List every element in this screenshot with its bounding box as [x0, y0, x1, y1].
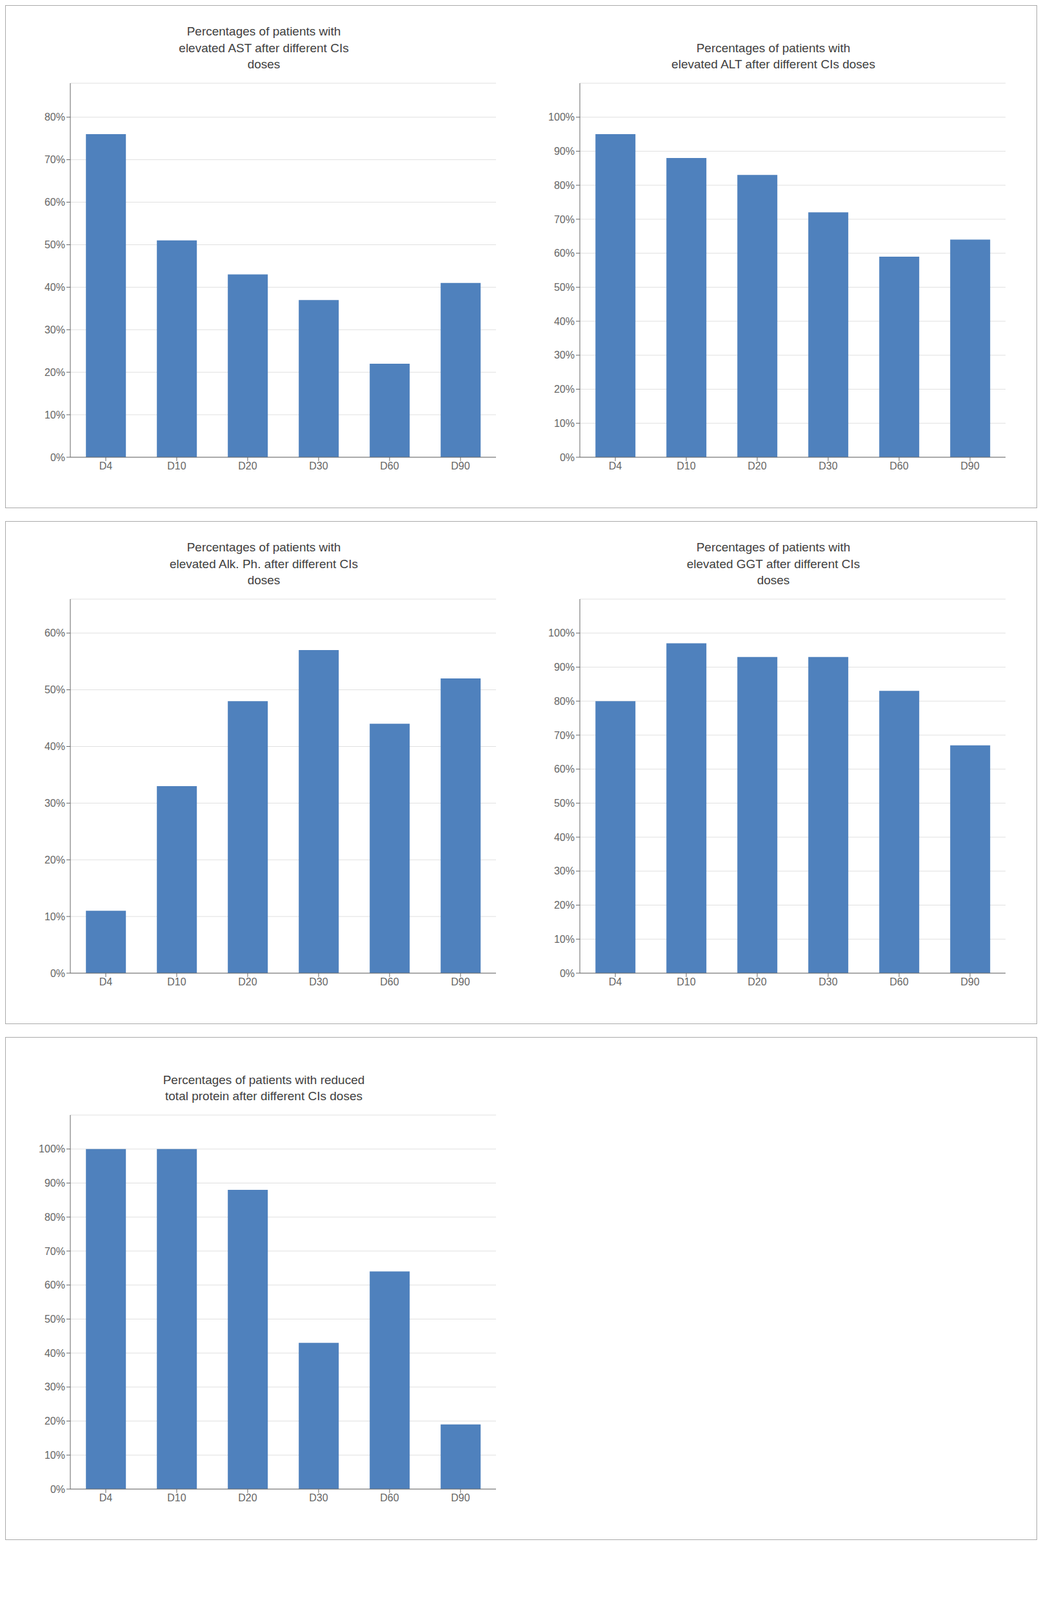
svg-text:30%: 30% [44, 324, 66, 336]
svg-text:90%: 90% [554, 145, 575, 157]
svg-text:0%: 0% [50, 1484, 66, 1496]
svg-text:70%: 70% [554, 730, 575, 742]
svg-text:D4: D4 [99, 976, 113, 988]
svg-text:D4: D4 [608, 976, 623, 988]
svg-text:D4: D4 [608, 460, 623, 472]
svg-text:D10: D10 [167, 460, 186, 472]
svg-text:60%: 60% [44, 627, 66, 639]
svg-text:90%: 90% [554, 661, 575, 673]
svg-text:D10: D10 [167, 976, 186, 988]
svg-text:0%: 0% [559, 968, 575, 980]
svg-text:90%: 90% [44, 1177, 66, 1189]
svg-text:D60: D60 [889, 976, 909, 988]
svg-text:60%: 60% [554, 763, 575, 775]
svg-text:30%: 30% [44, 797, 66, 809]
svg-text:30%: 30% [554, 865, 575, 877]
svg-text:10%: 10% [554, 933, 575, 945]
svg-text:70%: 70% [554, 214, 575, 226]
svg-text:20%: 20% [554, 383, 575, 395]
svg-text:80%: 80% [44, 111, 66, 123]
svg-text:D30: D30 [308, 460, 328, 472]
svg-text:D30: D30 [818, 976, 838, 988]
html-text:Percentages of patients with e: Percentages of patients with elevated GG… [686, 540, 860, 588]
svg-text:D60: D60 [379, 1492, 399, 1504]
svg-text:D20: D20 [237, 460, 257, 472]
svg-text:30%: 30% [44, 1381, 66, 1393]
html-text:Percentages of patients with r: Percentages of patients with reduced tot… [162, 1073, 365, 1104]
html-text:Percentages of patients with e: Percentages of patients with elevated AL… [671, 41, 876, 72]
svg-text:10%: 10% [44, 409, 66, 421]
svg-text:100%: 100% [38, 1143, 66, 1155]
svg-text:80%: 80% [554, 695, 575, 707]
html-text:Percentages of patients with e: Percentages of patients with elevated AS… [178, 24, 349, 72]
svg-text:D4: D4 [99, 460, 113, 472]
svg-text:70%: 70% [44, 1246, 66, 1258]
svg-text:20%: 20% [44, 366, 66, 378]
svg-text:D90: D90 [960, 460, 980, 472]
svg-text:D60: D60 [379, 460, 399, 472]
svg-text:D20: D20 [747, 460, 767, 472]
svg-text:80%: 80% [44, 1211, 66, 1223]
svg-text:100%: 100% [548, 627, 575, 639]
svg-text:0%: 0% [50, 968, 66, 980]
svg-text:D10: D10 [167, 1492, 186, 1504]
svg-text:60%: 60% [44, 1279, 66, 1291]
svg-text:50%: 50% [44, 684, 66, 696]
svg-text:10%: 10% [554, 417, 575, 429]
svg-text:D60: D60 [889, 460, 909, 472]
svg-text:50%: 50% [554, 281, 575, 293]
svg-text:70%: 70% [44, 154, 66, 166]
svg-text:D30: D30 [308, 976, 328, 988]
svg-text:D20: D20 [747, 976, 767, 988]
svg-text:0%: 0% [559, 452, 575, 464]
html-text:Percentages of patients with e: Percentages of patients with elevated Al… [169, 540, 359, 588]
svg-text:100%: 100% [548, 111, 575, 123]
svg-text:D90: D90 [450, 976, 470, 988]
svg-text:20%: 20% [44, 1415, 66, 1427]
svg-text:D10: D10 [676, 976, 696, 988]
svg-text:30%: 30% [554, 349, 575, 361]
svg-text:80%: 80% [554, 179, 575, 191]
svg-text:10%: 10% [44, 1449, 66, 1461]
svg-text:20%: 20% [554, 899, 575, 911]
svg-text:10%: 10% [44, 911, 66, 923]
svg-text:40%: 40% [44, 741, 66, 753]
svg-text:60%: 60% [44, 196, 66, 208]
svg-text:40%: 40% [44, 1348, 66, 1359]
svg-text:60%: 60% [554, 247, 575, 259]
svg-text:D30: D30 [818, 460, 838, 472]
svg-text:40%: 40% [554, 832, 575, 843]
svg-text:20%: 20% [44, 854, 66, 866]
svg-text:D90: D90 [450, 1492, 470, 1504]
svg-text:D60: D60 [379, 976, 399, 988]
svg-text:D30: D30 [308, 1492, 328, 1504]
svg-text:D20: D20 [237, 1492, 257, 1504]
svg-text:D4: D4 [99, 1492, 113, 1504]
svg-text:40%: 40% [44, 281, 66, 293]
svg-text:50%: 50% [44, 239, 66, 251]
svg-text:0%: 0% [50, 452, 66, 464]
svg-text:D10: D10 [676, 460, 696, 472]
svg-text:40%: 40% [554, 316, 575, 328]
svg-text:D90: D90 [960, 976, 980, 988]
svg-text:50%: 50% [554, 797, 575, 809]
svg-text:D20: D20 [237, 976, 257, 988]
svg-text:D90: D90 [450, 460, 470, 472]
svg-text:50%: 50% [44, 1313, 66, 1325]
